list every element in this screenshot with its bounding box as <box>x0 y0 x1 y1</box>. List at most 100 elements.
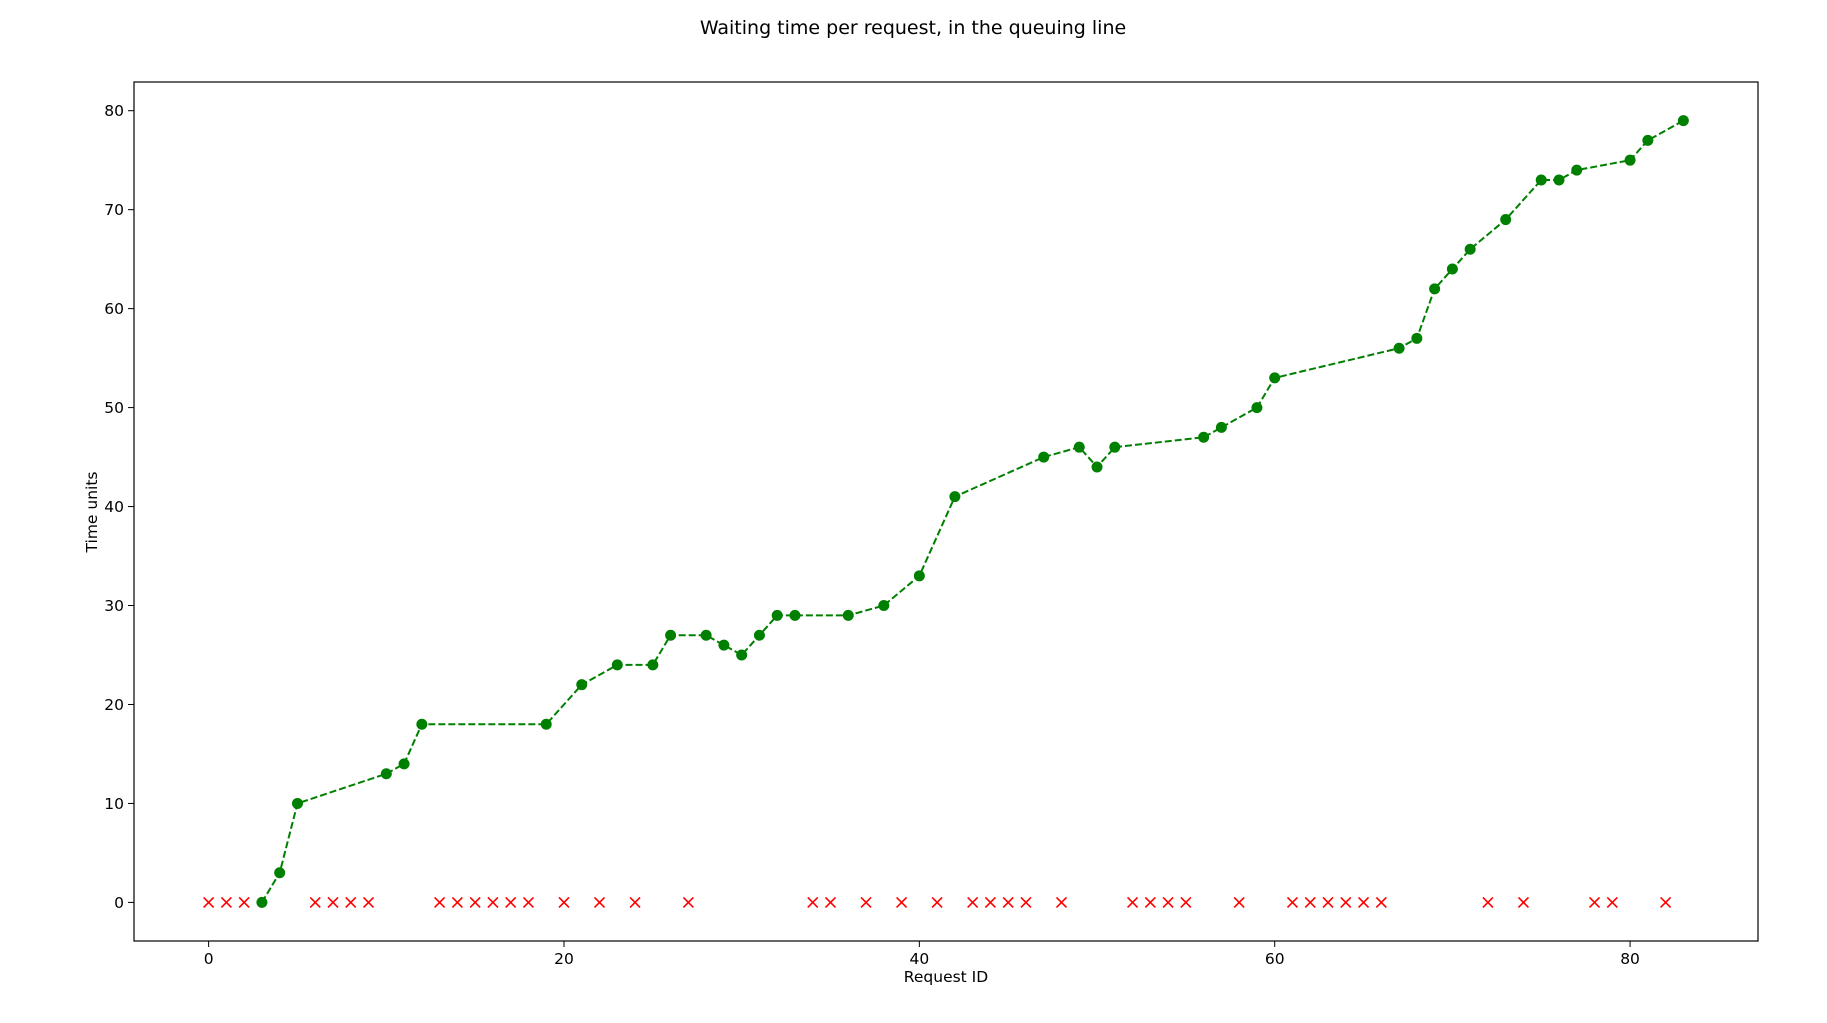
served-series-line <box>261 119 1684 903</box>
dropped-point <box>1126 896 1139 908</box>
served-point <box>1411 332 1423 344</box>
served-point <box>416 718 428 730</box>
dropped-point <box>1020 896 1032 908</box>
y-tick-label: 10 <box>104 795 124 813</box>
dropped-point <box>522 896 535 908</box>
y-axis-label: Time units <box>83 472 101 554</box>
served-point <box>665 629 677 641</box>
dropped-point <box>434 896 446 908</box>
served-point <box>611 659 623 671</box>
served-point <box>1571 164 1583 176</box>
dropped-point <box>1340 896 1352 908</box>
served-point <box>718 639 730 651</box>
dropped-point <box>593 896 606 908</box>
plot-frame <box>133 81 1759 942</box>
dropped-point <box>327 896 339 908</box>
dropped-point <box>558 896 570 908</box>
dropped-point <box>505 896 517 908</box>
x-tick-label: 0 <box>204 950 214 968</box>
dropped-point <box>220 896 232 908</box>
served-point <box>1073 441 1085 453</box>
dropped-point <box>896 896 908 908</box>
y-tick-label: 80 <box>104 102 124 120</box>
x-tick-label: 60 <box>1265 950 1285 968</box>
plot-area <box>203 115 1689 908</box>
dropped-point <box>860 896 872 908</box>
served-point <box>291 797 303 809</box>
served-point <box>1251 402 1263 414</box>
served-point <box>380 768 392 780</box>
served-point <box>1535 174 1547 186</box>
y-tick-label: 30 <box>104 597 124 615</box>
dropped-point <box>345 896 357 908</box>
dropped-point <box>824 896 837 908</box>
served-point <box>1198 431 1210 443</box>
dropped-point <box>487 896 499 908</box>
served-point <box>1446 263 1458 275</box>
served-point <box>1553 174 1565 186</box>
dropped-point <box>967 896 979 908</box>
served-point <box>540 718 552 730</box>
dropped-point <box>1357 896 1370 908</box>
y-tick-label: 60 <box>104 300 124 318</box>
y-tick-label: 0 <box>114 894 124 912</box>
served-point <box>789 609 801 621</box>
served-point <box>274 867 286 879</box>
y-tick-label: 20 <box>104 696 124 714</box>
served-point <box>1038 451 1050 463</box>
chart-title: Waiting time per request, in the queuing… <box>700 17 1126 39</box>
served-point <box>647 659 659 671</box>
dropped-point <box>1482 896 1494 908</box>
y-tick-label: 40 <box>104 498 124 516</box>
dropped-point <box>451 896 463 908</box>
served-point <box>1642 134 1654 146</box>
dropped-point <box>362 896 375 908</box>
served-point <box>398 758 410 770</box>
y-axis: 0 10 20 30 40 50 60 70 80 <box>104 102 134 912</box>
dropped-point <box>1144 896 1156 908</box>
dropped-point <box>807 896 819 908</box>
y-tick-label: 70 <box>104 201 124 219</box>
served-point <box>1464 243 1476 255</box>
dropped-point <box>1322 896 1334 908</box>
dropped-point <box>203 896 215 908</box>
dropped-point <box>238 896 250 908</box>
dropped-point <box>1375 896 1387 908</box>
dropped-point <box>1588 896 1601 908</box>
dropped-point <box>1162 896 1174 908</box>
served-point <box>1500 214 1512 226</box>
served-point <box>736 649 748 661</box>
dropped-point <box>682 896 694 908</box>
dropped-point <box>1002 896 1014 908</box>
served-point <box>576 679 588 691</box>
x-tick-label: 40 <box>909 950 929 968</box>
served-point <box>1677 115 1689 127</box>
served-point <box>753 629 765 641</box>
x-axis: 0 20 40 60 80 <box>204 941 1640 968</box>
served-point <box>1624 154 1636 166</box>
served-point <box>700 629 712 641</box>
served-point <box>949 491 961 503</box>
served-point <box>1429 283 1441 295</box>
served-point <box>1215 421 1227 433</box>
dropped-point <box>1180 896 1192 908</box>
dropped-point <box>629 896 641 908</box>
dropped-point <box>1304 896 1316 908</box>
served-point <box>771 609 783 621</box>
dropped-point <box>469 896 481 908</box>
dropped-point <box>1233 896 1245 908</box>
dropped-point <box>931 896 943 908</box>
served-point <box>1393 342 1405 354</box>
served-point <box>256 896 268 908</box>
served-point <box>913 570 925 582</box>
served-point <box>1091 461 1103 473</box>
served-point <box>878 600 890 612</box>
served-point <box>842 609 854 621</box>
dropped-point <box>1660 896 1672 908</box>
x-axis-label: Request ID <box>904 968 988 986</box>
x-tick-label: 20 <box>554 950 574 968</box>
dropped-point <box>1055 896 1068 908</box>
dropped-point <box>1286 896 1299 908</box>
